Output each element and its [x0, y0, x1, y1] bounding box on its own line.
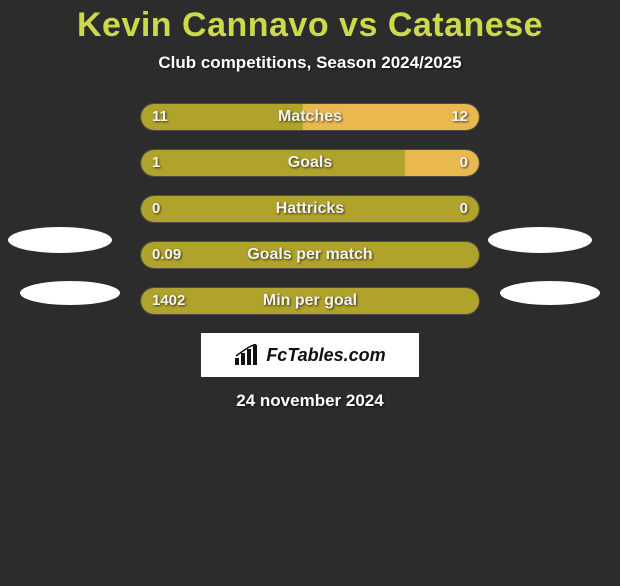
decorative-ellipse — [8, 227, 112, 253]
decorative-ellipse — [488, 227, 592, 253]
bar-left — [141, 150, 405, 176]
stat-value-left: 11 — [152, 103, 168, 131]
decorative-ellipse — [20, 281, 120, 305]
bar-track — [140, 287, 480, 315]
stat-row: Goals per match0.09 — [140, 241, 480, 269]
page-title: Kevin Cannavo vs Catanese — [0, 6, 620, 45]
stat-value-left: 1 — [152, 149, 160, 177]
fctables-logo: FcTables.com — [201, 333, 419, 377]
decorative-ellipse — [500, 281, 600, 305]
bar-track — [140, 103, 480, 131]
stat-value-left: 0 — [152, 195, 160, 223]
bar-chart-icon — [234, 344, 260, 366]
subtitle: Club competitions, Season 2024/2025 — [0, 53, 620, 73]
comparison-chart: Matches1112Goals10Hattricks00Goals per m… — [0, 103, 620, 315]
bar-right — [310, 196, 479, 222]
bar-left — [141, 288, 479, 314]
stat-value-left: 0.09 — [152, 241, 181, 269]
stat-row: Goals10 — [140, 149, 480, 177]
bar-left — [141, 242, 479, 268]
logo-text: FcTables.com — [266, 345, 385, 366]
stat-row: Matches1112 — [140, 103, 480, 131]
stat-value-left: 1402 — [152, 287, 185, 315]
stat-value-right: 0 — [460, 149, 468, 177]
bar-left — [141, 196, 310, 222]
date-stamp: 24 november 2024 — [0, 391, 620, 411]
stat-value-right: 12 — [451, 103, 468, 131]
bar-track — [140, 149, 480, 177]
bar-track — [140, 195, 480, 223]
stat-value-right: 0 — [460, 195, 468, 223]
stat-row: Min per goal1402 — [140, 287, 480, 315]
bar-track — [140, 241, 480, 269]
stat-row: Hattricks00 — [140, 195, 480, 223]
